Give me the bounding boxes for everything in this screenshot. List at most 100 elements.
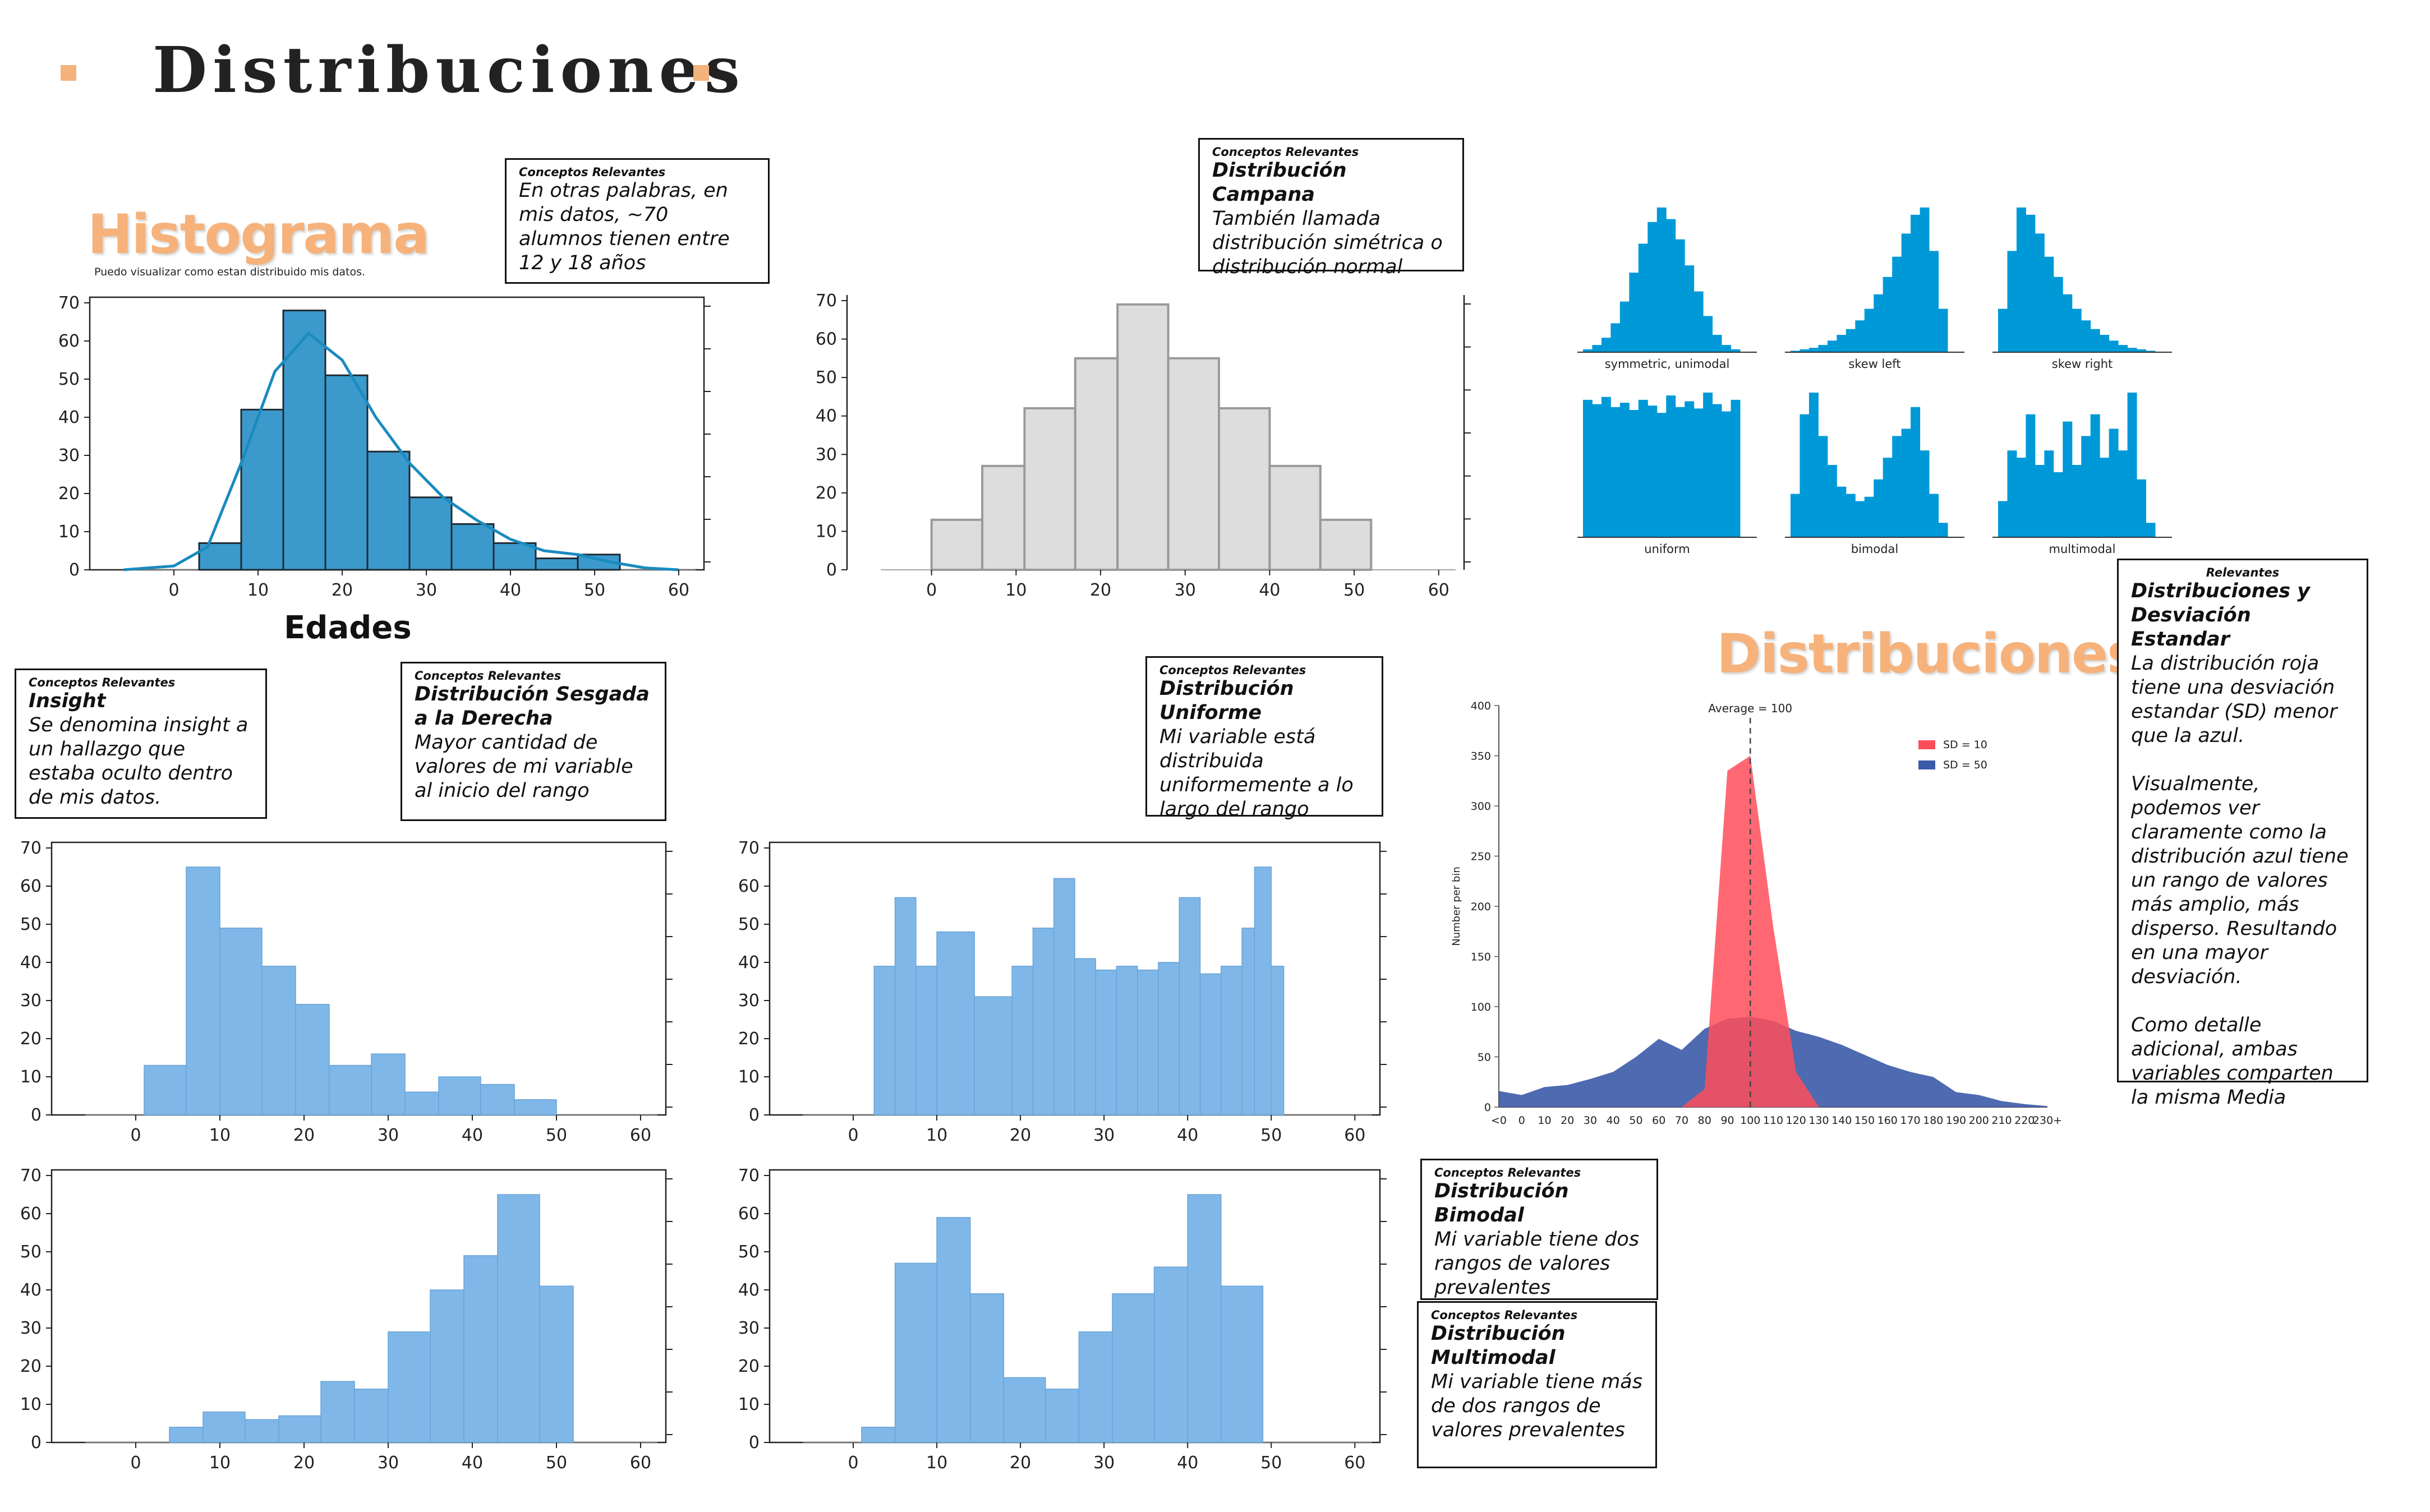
shape-bar	[1619, 403, 1630, 537]
bar	[354, 1389, 389, 1443]
x-tick-label: 0	[848, 1126, 858, 1145]
shape-bar	[1731, 399, 1741, 537]
bar	[1221, 966, 1242, 1115]
shape-bar	[1610, 407, 1621, 537]
shape-bar	[2100, 458, 2110, 537]
concept-text: Mi variable está distribuida uniformemen…	[1159, 726, 1360, 820]
kde-line	[123, 331, 679, 571]
shape-bar	[1592, 345, 1602, 352]
bar	[1153, 1266, 1188, 1443]
chart-uniforme: 0 10 20 30 40 50 60 70 0 10 20 30 40 50 60	[738, 838, 1387, 1145]
bar	[1167, 357, 1221, 571]
chart-sesgada_izquierda: 0 10 20 30 40 50 60 70 0 10 20 30 40 50 60	[20, 1166, 673, 1473]
x-tick-label: 0	[130, 1453, 141, 1473]
x-tick-label: 70	[1675, 1114, 1688, 1127]
bar	[1254, 866, 1272, 1115]
y-tick-label: 30	[58, 446, 80, 465]
concept-box-desviacion: Relevantes Distribuciones y Desviación E…	[2117, 559, 2368, 1109]
bar	[894, 1262, 937, 1443]
bar	[539, 1285, 574, 1443]
x-tick-label: 220	[2014, 1114, 2035, 1127]
x-tick-label: 10	[1005, 580, 1027, 600]
x-tick-label: 40	[1177, 1453, 1198, 1473]
x-tick-label: 30	[378, 1126, 399, 1145]
shape-bar	[1827, 465, 1837, 537]
x-tick-label: 20	[1010, 1126, 1031, 1145]
concept-title: Distribución Sesgada a la Derecha	[415, 683, 650, 730]
y-tick-label: 20	[58, 484, 80, 504]
chart-formas: symmetric, unimodal skew left skew right un…	[1577, 208, 2172, 556]
y-tick-label: 200	[1471, 901, 1491, 913]
x-tick-label: 60	[1344, 1126, 1365, 1145]
shape-bar	[1666, 395, 1676, 537]
x-tick-label: 60	[1344, 1453, 1365, 1473]
shape-panel: skew right	[1992, 208, 2172, 371]
shape-bar	[1845, 494, 1856, 537]
x-tick-label: 60	[630, 1126, 651, 1145]
x-tick-label: 140	[1831, 1114, 1852, 1127]
shape-bar	[1601, 338, 1611, 352]
shape-bar	[1583, 399, 1593, 537]
shape-bar	[2053, 472, 2063, 537]
chart-bimodal: 0 10 20 30 40 50 60 70 0 10 20 30 40 50 60	[738, 1166, 1387, 1473]
x-tick-label: 230+	[2033, 1114, 2062, 1127]
y-tick-label: 40	[816, 407, 837, 426]
shape-bar	[2035, 465, 2045, 537]
bar	[186, 866, 220, 1115]
bar	[388, 1331, 431, 1443]
shape-bar	[1583, 349, 1593, 352]
x-tick-label: 10	[209, 1453, 231, 1473]
concept-text: Mi variable tiene más de dos rangos de v…	[1431, 1371, 1649, 1441]
bar	[1112, 1293, 1155, 1443]
shape-bar	[2081, 320, 2091, 352]
x-tick-label: 30	[1584, 1114, 1597, 1127]
histogram-heading: Histograma	[88, 203, 430, 266]
y-tick-label: 60	[816, 330, 837, 349]
x-tick-label: 50	[1629, 1114, 1642, 1127]
bar	[1023, 407, 1076, 571]
x-tick-label: 30	[416, 580, 437, 600]
bar	[320, 1381, 355, 1443]
concept-label: Conceptos Relevantes	[1431, 1308, 1578, 1322]
shape-label: bimodal	[1851, 542, 1899, 556]
y-tick-label: 350	[1471, 750, 1491, 763]
bar	[1116, 303, 1170, 571]
bar	[295, 1004, 330, 1115]
bar	[936, 1217, 971, 1443]
shape-bar	[1629, 409, 1639, 537]
x-tick-label: 180	[1923, 1114, 1943, 1127]
bar	[463, 1255, 498, 1443]
shape-bar	[2118, 450, 2128, 537]
shape-bar	[1874, 479, 1884, 537]
shape-bar	[1920, 450, 1930, 537]
y-tick-label: 10	[816, 522, 837, 541]
x-tick-label: 50	[584, 580, 605, 600]
shape-bar	[2016, 458, 2026, 537]
y-tick-label: 250	[1471, 851, 1491, 863]
shape-bar	[1911, 407, 1921, 537]
x-tick-label: 20	[293, 1126, 315, 1145]
shape-bar	[1901, 428, 1911, 537]
x-tick-label: 30	[378, 1453, 399, 1473]
shape-bar	[1647, 222, 1658, 352]
shape-bar	[2035, 233, 2045, 352]
shape-bar	[2044, 256, 2054, 352]
shape-bar	[2026, 214, 2036, 352]
bar	[873, 966, 896, 1115]
y-tick-label: 50	[1478, 1052, 1491, 1064]
shape-bar	[1864, 308, 1874, 352]
concept-label: Conceptos Relevantes	[415, 669, 562, 683]
y-tick-label: 150	[1471, 951, 1491, 964]
bar	[1011, 966, 1034, 1115]
y-tick-label: 70	[20, 1166, 42, 1186]
y-tick-label: 0	[31, 1105, 42, 1125]
bar	[404, 1091, 439, 1115]
x-tick-label: 20	[293, 1453, 315, 1473]
y-tick-label: 30	[738, 991, 760, 1011]
bar	[1045, 1389, 1080, 1443]
x-tick-label: 20	[1090, 580, 1111, 600]
y-tick-label: 0	[826, 560, 837, 580]
y-tick-label: 50	[738, 915, 760, 934]
x-tick-label: 30	[1093, 1126, 1115, 1145]
shape-bar	[2118, 345, 2128, 352]
